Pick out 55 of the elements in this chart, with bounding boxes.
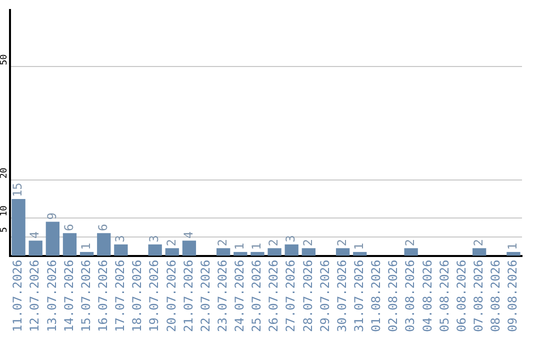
x-tick-label: 08.08.2026 — [488, 260, 503, 332]
data-label: 6 — [62, 224, 76, 232]
data-label: 3 — [284, 235, 298, 242]
y-tick-label: 5 — [0, 227, 10, 233]
x-tick-label: 09.08.2026 — [506, 260, 520, 332]
data-label: 2 — [215, 238, 230, 246]
data-label: 1 — [250, 242, 264, 250]
y-tick-label: 10 — [0, 206, 10, 216]
x-tick-label: 07.08.2026 — [471, 260, 486, 332]
x-tick-label: 05.08.2026 — [437, 260, 452, 332]
data-label: 2 — [266, 238, 281, 246]
x-tick-label: 02.08.2026 — [386, 260, 400, 332]
data-label: 1 — [506, 242, 520, 250]
x-tick-label: 23.07.2026 — [215, 260, 230, 332]
x-tick-label: 18.07.2026 — [130, 260, 144, 332]
data-label: 3 — [113, 235, 128, 242]
data-label: 4 — [181, 231, 196, 239]
data-label: 1 — [78, 242, 93, 250]
x-tick-label: 21.07.2026 — [181, 260, 196, 332]
x-tick-label: 16.07.2026 — [96, 260, 110, 332]
y-tick-label: 50 — [0, 54, 10, 66]
x-tick-label: 19.07.2026 — [147, 260, 162, 332]
x-tick-label: 03.08.2026 — [403, 260, 418, 332]
data-label: 15 — [10, 182, 25, 198]
data-label: 4 — [28, 231, 42, 239]
x-tick-label: 17.07.2026 — [113, 260, 128, 332]
y-tick-label: 20 — [0, 168, 10, 179]
data-label: 2 — [471, 238, 486, 246]
x-tick-label: 22.07.2026 — [198, 260, 212, 332]
data-label: 2 — [403, 238, 418, 246]
x-tick-label: 04.08.2026 — [420, 260, 434, 332]
data-label: 1 — [352, 242, 366, 250]
data-label: 9 — [44, 212, 59, 220]
x-tick-label: 12.07.2026 — [28, 260, 42, 332]
x-tick-label: 28.07.2026 — [300, 260, 315, 332]
x-tick-label: 11.07.2026 — [10, 260, 25, 332]
x-tick-label: 26.07.2026 — [266, 260, 281, 332]
x-tick-label: 24.07.2026 — [232, 260, 247, 332]
x-tick-label: 14.07.2026 — [62, 260, 76, 332]
data-label: 1 — [232, 242, 247, 250]
x-tick-label: 01.08.2026 — [369, 260, 384, 332]
data-label: 6 — [96, 224, 110, 232]
x-tick-label: 31.07.2026 — [352, 260, 366, 332]
x-tick-label: 20.07.2026 — [164, 260, 178, 332]
data-label: 2 — [300, 238, 315, 246]
x-tick-label: 27.07.2026 — [284, 260, 298, 332]
data-label: 3 — [147, 235, 162, 242]
x-tick-label: 13.07.2026 — [44, 260, 59, 332]
x-tick-label: 06.08.2026 — [454, 260, 468, 332]
data-label: 2 — [164, 238, 178, 246]
x-tick-label: 29.07.2026 — [318, 260, 332, 332]
data-label: 2 — [334, 238, 349, 246]
x-tick-label: 30.07.2026 — [334, 260, 349, 332]
x-tick-label: 15.07.2026 — [78, 260, 93, 332]
x-tick-label: 25.07.2026 — [250, 260, 264, 332]
